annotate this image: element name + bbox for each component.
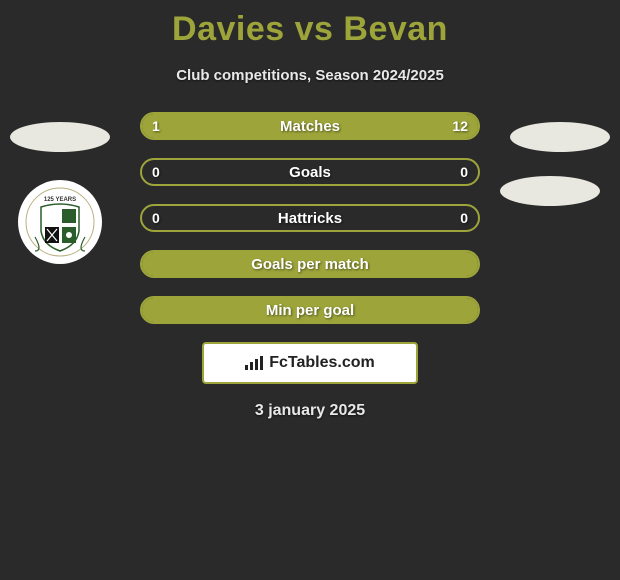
brand-badge[interactable]: FcTables.com (202, 342, 418, 384)
stat-row: 112Matches (140, 112, 480, 140)
club-badge: 125 YEARS (18, 180, 102, 264)
player-placeholder-oval (500, 176, 600, 206)
crest-icon: 125 YEARS (25, 187, 95, 257)
stat-label: Hattricks (142, 206, 478, 230)
subtitle: Club competitions, Season 2024/2025 (0, 67, 620, 84)
page-title: Davies vs Bevan (0, 0, 620, 49)
stat-row: Goals per match (140, 250, 480, 278)
player-placeholder-oval (510, 122, 610, 152)
stat-label: Goals (142, 160, 478, 184)
stat-label: Goals per match (142, 252, 478, 276)
stat-row: Min per goal (140, 296, 480, 324)
date-label: 3 january 2025 (0, 402, 620, 420)
brand-text: FcTables.com (269, 354, 375, 372)
svg-text:125 YEARS: 125 YEARS (44, 197, 76, 203)
stat-label: Matches (142, 114, 478, 138)
player-placeholder-oval (10, 122, 110, 152)
stats-container: 112Matches 00Goals 00Hattricks Goals per ma… (140, 112, 480, 324)
stat-row: 00Hattricks (140, 204, 480, 232)
bar-chart-icon (245, 356, 263, 370)
stat-label: Min per goal (142, 298, 478, 322)
stat-row: 00Goals (140, 158, 480, 186)
